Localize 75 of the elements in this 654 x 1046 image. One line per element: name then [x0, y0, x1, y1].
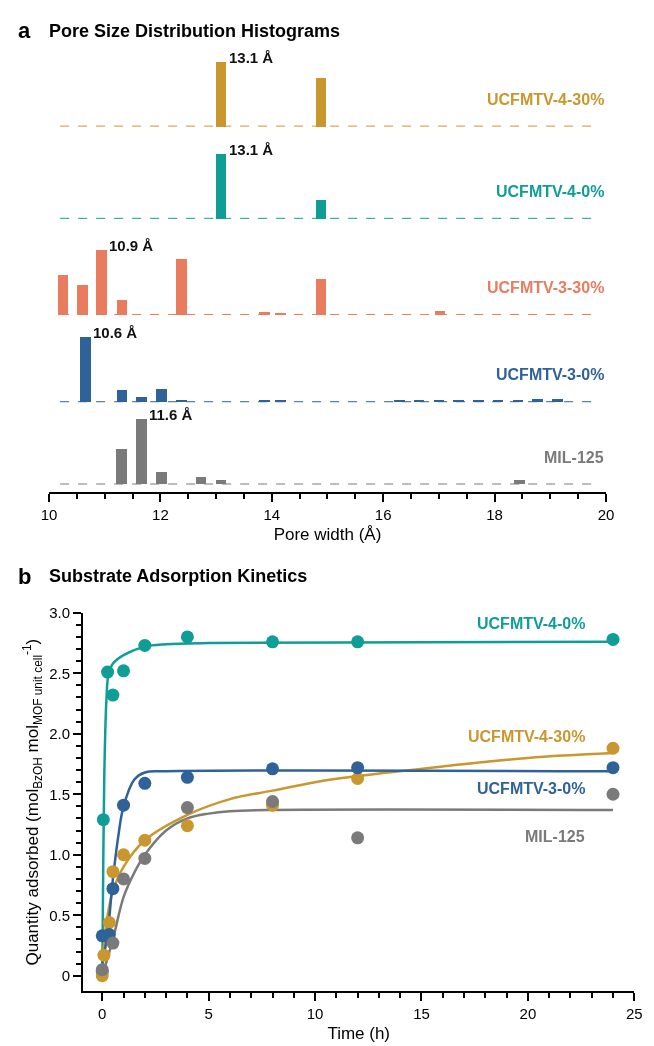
y-tick-label: 0.5	[49, 906, 71, 924]
x-tick-label: 15	[413, 1005, 430, 1023]
point	[106, 865, 120, 879]
x-tick-label: 14	[263, 505, 281, 523]
point	[106, 882, 120, 896]
point	[180, 819, 194, 833]
x-tick-label: 10	[306, 1005, 324, 1023]
point	[180, 770, 194, 784]
text: UCFMTV-4-30%	[487, 91, 605, 108]
bar	[274, 312, 286, 315]
chart-title: Substrate Adsorption Kinetics	[49, 566, 308, 586]
text: UCFMTV-4-0%	[496, 183, 605, 200]
point	[117, 848, 131, 862]
point	[106, 936, 120, 950]
x-axis-title: Time (h)	[327, 1024, 391, 1044]
annotation: 13.1 Å	[229, 49, 274, 66]
annotation: 10.9 Å	[109, 237, 154, 254]
point	[96, 813, 110, 827]
x-tick-label: 20	[597, 505, 615, 523]
bar	[76, 284, 88, 315]
x-tick-label: 10	[40, 505, 58, 523]
series-label: UCFMTV-4-0%	[477, 615, 586, 632]
y-tick-label: 3.0	[49, 604, 71, 622]
point	[138, 776, 152, 790]
annotation: 11.6 Å	[149, 406, 193, 423]
point	[117, 798, 131, 812]
x-tick-label: 0	[98, 1005, 107, 1023]
bar	[95, 249, 107, 315]
y-tick-label: 1.0	[49, 846, 71, 863]
annotation: 10.6 Å	[93, 324, 138, 341]
x-tick-label: 12	[152, 505, 169, 523]
text: a	[18, 18, 31, 43]
x-tick-label: 25	[625, 1005, 643, 1023]
x-axis-title: Pore width (Å)	[273, 524, 382, 544]
point	[606, 787, 620, 801]
point	[266, 795, 280, 808]
chart-title: Pore Size Distribution Histograms	[49, 21, 341, 41]
point	[138, 638, 152, 652]
bar	[274, 400, 286, 403]
y-tick-label: 0	[61, 966, 71, 984]
point	[606, 632, 620, 646]
point	[138, 833, 152, 847]
point	[138, 851, 152, 865]
point	[351, 831, 365, 845]
point	[101, 665, 115, 679]
point	[102, 916, 116, 929]
point	[606, 741, 620, 755]
x-tick-label: 18	[486, 505, 503, 523]
y-tick-label: 2.0	[49, 725, 71, 742]
point	[266, 762, 280, 776]
x-tick-label: 16	[374, 505, 392, 523]
bar	[472, 400, 484, 403]
text: MIL-125	[525, 828, 585, 845]
point	[117, 664, 131, 678]
point	[606, 761, 620, 775]
series-label: UCFMTV-3-0%	[496, 366, 605, 383]
point	[180, 630, 194, 644]
annotation: 13.1 Å	[229, 141, 274, 158]
y-tick-label: 2.5	[49, 664, 71, 682]
point	[97, 948, 111, 962]
point	[180, 801, 194, 815]
point	[266, 635, 280, 649]
point	[351, 761, 365, 775]
point	[351, 772, 365, 786]
text: UCFMTV-3-30%	[487, 279, 605, 296]
series-label: MIL-125	[544, 449, 604, 466]
y-tick-label: 1.5	[49, 785, 71, 803]
x-tick-label: 20	[519, 1005, 537, 1023]
series-label: UCFMTV-4-30%	[468, 728, 586, 745]
x-tick-label: 5	[204, 1005, 213, 1023]
text: b	[18, 564, 32, 589]
point	[106, 688, 120, 702]
point	[351, 635, 365, 649]
series-label: UCFMTV-3-0%	[477, 780, 586, 797]
point	[117, 872, 131, 886]
